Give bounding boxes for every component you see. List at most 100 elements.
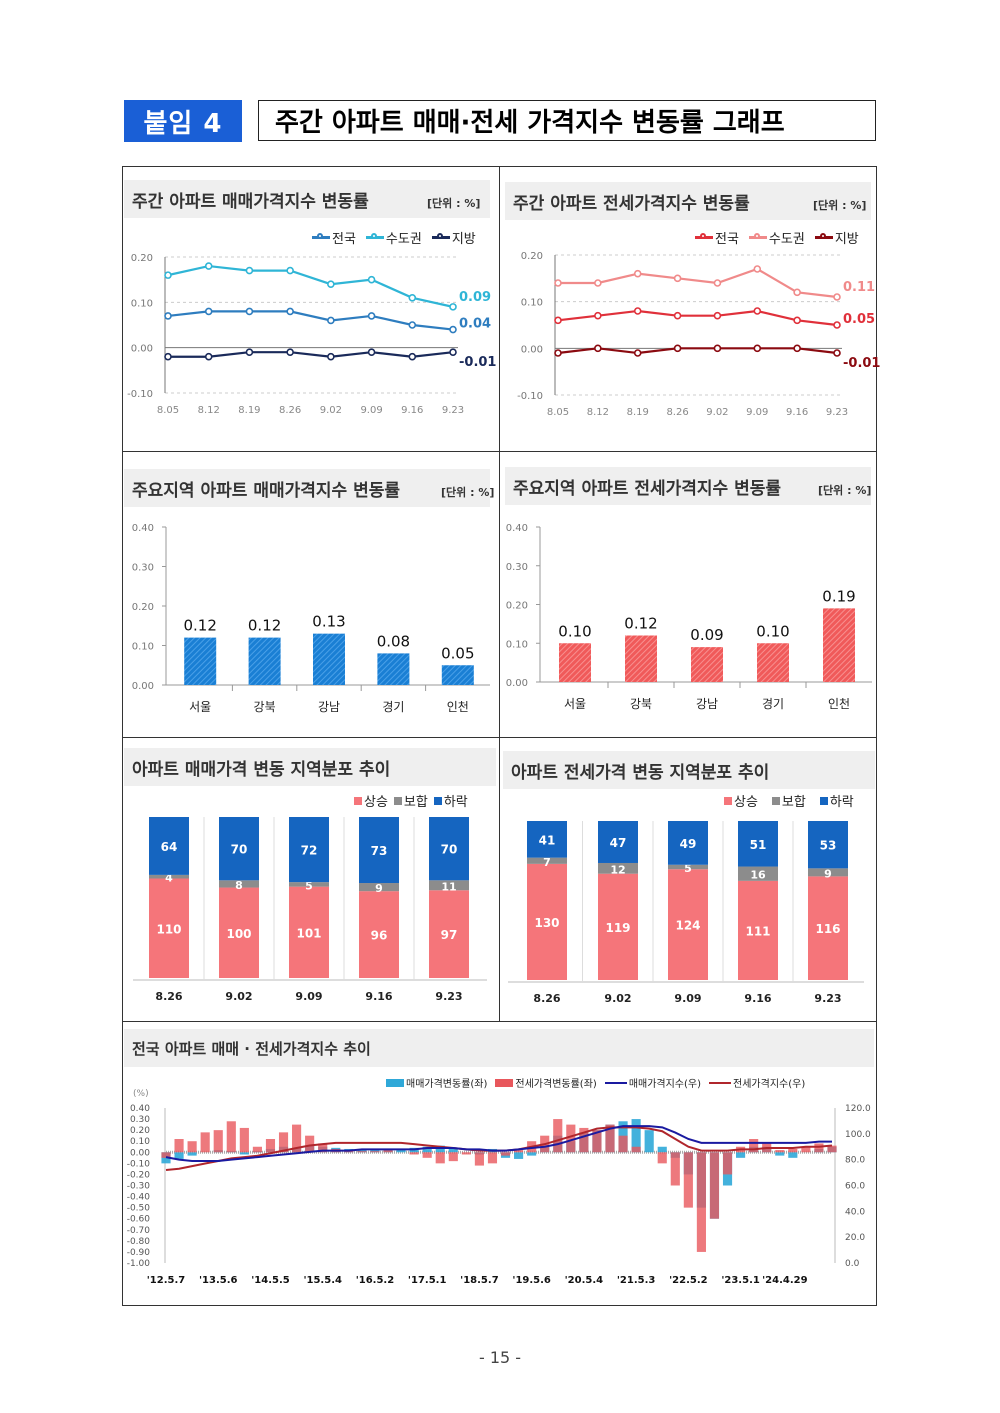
chart-title-text: 아파트 매매가격 변동 지역분포 추이 bbox=[132, 759, 391, 780]
x-category-label: 인천 bbox=[828, 696, 850, 711]
change-rate-bar bbox=[814, 1143, 824, 1153]
data-point bbox=[245, 348, 254, 357]
legend-label: 전국 bbox=[332, 232, 356, 247]
legend-item: 전국 bbox=[695, 228, 739, 247]
change-rate-bar bbox=[487, 1152, 498, 1164]
y-tick-label: 0.30 bbox=[506, 562, 528, 573]
legend-item: 상승 bbox=[724, 791, 758, 810]
data-point bbox=[594, 311, 602, 320]
row-divider bbox=[122, 737, 877, 738]
y-tick-label-right: 60.0 bbox=[845, 1182, 865, 1192]
y-tick-label-left: -0.50 bbox=[127, 1204, 151, 1214]
x-category-label: 9.09 bbox=[674, 992, 701, 1005]
data-point bbox=[673, 274, 682, 283]
line-marker-icon bbox=[695, 233, 713, 239]
data-point bbox=[753, 344, 762, 353]
change-rate-bar bbox=[657, 1146, 667, 1153]
y-tick-label: 0.20 bbox=[506, 601, 528, 612]
segment-value-label: 11 bbox=[441, 880, 456, 893]
unit-label: [단위 : %] bbox=[813, 199, 867, 212]
legend-item: 보합 bbox=[771, 791, 806, 810]
stacked-bar-segment bbox=[289, 882, 329, 887]
change-rate-bar bbox=[265, 1139, 276, 1153]
bar bbox=[625, 635, 657, 682]
legend-item: 하락 bbox=[433, 791, 468, 810]
bar bbox=[823, 608, 855, 682]
data-point bbox=[204, 262, 213, 270]
data-point bbox=[633, 269, 642, 278]
change-rate-bar bbox=[579, 1127, 589, 1153]
stacked-bar-segment bbox=[149, 817, 189, 875]
bar-value-label: 0.19 bbox=[822, 587, 855, 605]
stacked-bar-segment bbox=[429, 890, 469, 978]
segment-value-label: 51 bbox=[750, 838, 767, 852]
legend-item: 보합 bbox=[393, 791, 428, 810]
series-line bbox=[557, 309, 838, 327]
data-point bbox=[449, 303, 457, 311]
legend-label: 하락 bbox=[443, 795, 468, 810]
data-point bbox=[713, 311, 722, 320]
change-rate-bar bbox=[396, 1148, 406, 1153]
change-rate-bar bbox=[252, 1146, 262, 1153]
chart-title-sale-weekly: 주간 아파트 매매가격지수 변동률 bbox=[124, 180, 490, 218]
change-rate-bar bbox=[435, 1152, 445, 1164]
stacked-bar-segment bbox=[527, 821, 567, 858]
change-rate-bar bbox=[514, 1152, 524, 1159]
data-point bbox=[633, 349, 642, 357]
data-point bbox=[713, 279, 722, 287]
stacked-bar-segment bbox=[598, 862, 638, 874]
segment-value-label: 8 bbox=[235, 879, 243, 892]
chart-title-text: 아파트 전세가격 변동 지역분포 추이 bbox=[511, 762, 770, 783]
change-rate-bar bbox=[305, 1135, 315, 1153]
data-point bbox=[833, 293, 841, 301]
line-icon bbox=[709, 1081, 732, 1084]
legend-label: 보합 bbox=[403, 795, 428, 810]
x-category-label: 인천 bbox=[447, 699, 469, 714]
segment-value-label: 111 bbox=[745, 924, 770, 938]
change-rate-bar bbox=[618, 1135, 628, 1153]
change-rate-bar bbox=[631, 1119, 641, 1153]
change-rate-bar bbox=[736, 1152, 746, 1158]
y-tick-label: 0.10 bbox=[131, 298, 153, 309]
segment-value-label: 70 bbox=[441, 843, 458, 857]
stacked-bar-segment bbox=[598, 821, 638, 863]
series-line bbox=[167, 264, 454, 308]
y-tick-label-left: -0.80 bbox=[127, 1237, 151, 1247]
y-tick-label: 0.40 bbox=[132, 523, 154, 534]
unit-label: [단위 : %] bbox=[441, 486, 495, 499]
y-tick-label: 0.00 bbox=[506, 678, 528, 689]
y-tick-label-right: 120.0 bbox=[845, 1104, 871, 1114]
bar bbox=[248, 637, 281, 685]
change-rate-bar bbox=[422, 1152, 432, 1158]
change-rate-bar bbox=[213, 1130, 223, 1153]
change-rate-bar bbox=[801, 1146, 811, 1153]
legend-label: 매매가격변동률(좌) bbox=[406, 1079, 488, 1090]
stacked-bar-segment bbox=[289, 817, 329, 883]
legend-item: 매매가격변동률(좌) bbox=[386, 1075, 487, 1090]
stacked-bar-segment bbox=[668, 821, 708, 865]
segment-value-label: 4 bbox=[165, 872, 173, 885]
data-point bbox=[673, 311, 682, 320]
chart-title-text: 주요지역 아파트 매매가격지수 변동률 bbox=[132, 480, 400, 501]
segment-value-label: 73 bbox=[371, 844, 388, 858]
data-point bbox=[554, 316, 562, 325]
x-category-label: 8.26 bbox=[155, 990, 182, 1003]
change-rate-bar bbox=[827, 1145, 837, 1153]
page-title: 주간 아파트 매매·전세 가격지수 변동률 그래프 bbox=[258, 100, 876, 141]
chart-title-sale-distribution: 아파트 매매가격 변동 지역분포 추이 bbox=[124, 748, 496, 786]
stacked-bar-segment bbox=[668, 869, 708, 980]
end-value-label: 0.09 bbox=[459, 290, 491, 305]
data-point bbox=[793, 344, 801, 353]
legend: 전국 수도권 지방 bbox=[312, 228, 476, 247]
change-rate-bar bbox=[566, 1124, 576, 1153]
data-point bbox=[554, 349, 562, 357]
change-rate-bar bbox=[514, 1150, 524, 1153]
change-rate-bar bbox=[788, 1148, 798, 1153]
y-tick-label-left: -0.90 bbox=[127, 1248, 151, 1258]
chart-title-jeonse-region: 주요지역 아파트 전세가격지수 변동률 bbox=[505, 467, 871, 505]
change-rate-bar bbox=[631, 1146, 641, 1153]
line-marker-icon bbox=[748, 233, 767, 239]
end-value-label: 0.04 bbox=[459, 317, 491, 332]
line-marker-icon bbox=[312, 233, 330, 239]
